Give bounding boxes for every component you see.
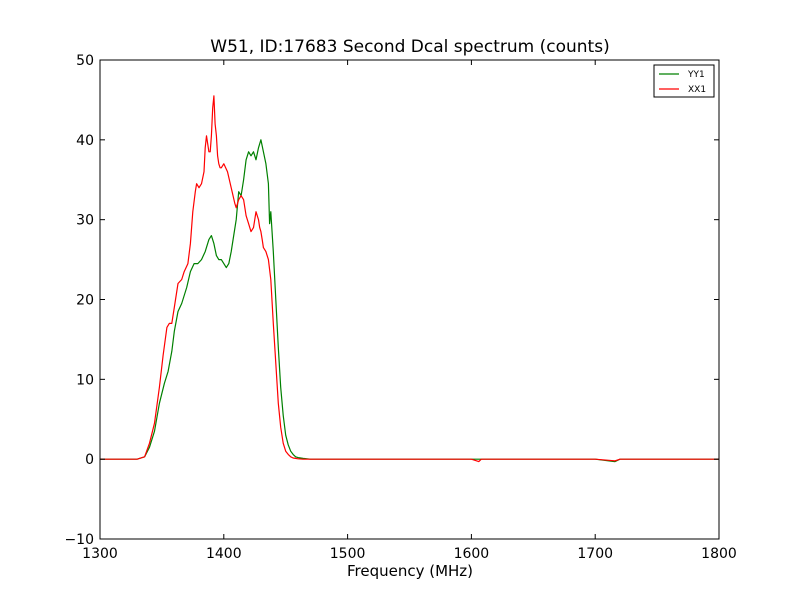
x-tick-label: 1800 [701, 546, 737, 562]
x-tick-label: 1400 [206, 546, 242, 562]
y-tick-label: −10 [64, 532, 94, 548]
x-tick-label: 1500 [330, 546, 366, 562]
x-axis-label: Frequency (MHz) [347, 562, 473, 580]
x-tick-label: 1700 [577, 546, 613, 562]
x-tick-label: 1600 [454, 546, 490, 562]
axes: 1300 1400 1500 1600 1700 1800 −10 0 10 20 30 40 50 [64, 53, 736, 562]
plot-area [100, 95, 719, 463]
legend: YY1 XX1 [653, 64, 715, 98]
y-tick-label: 10 [76, 372, 94, 388]
y-tick-label: 20 [76, 293, 94, 309]
chart-title: W51, ID:17683 Second Dcal spectrum (coun… [210, 37, 609, 57]
legend-label-yy1: YY1 [687, 70, 705, 80]
y-tick-label: 30 [76, 213, 94, 229]
y-tick-label: 50 [76, 53, 94, 69]
y-tick-label: 40 [76, 133, 94, 149]
legend-box [653, 64, 715, 98]
series-line-xx1 [100, 95, 719, 463]
legend-label-xx1: XX1 [688, 85, 706, 95]
x-tick-label: 1300 [82, 546, 118, 562]
y-tick-label: 0 [85, 452, 94, 468]
series-line-yy1 [100, 139, 719, 463]
